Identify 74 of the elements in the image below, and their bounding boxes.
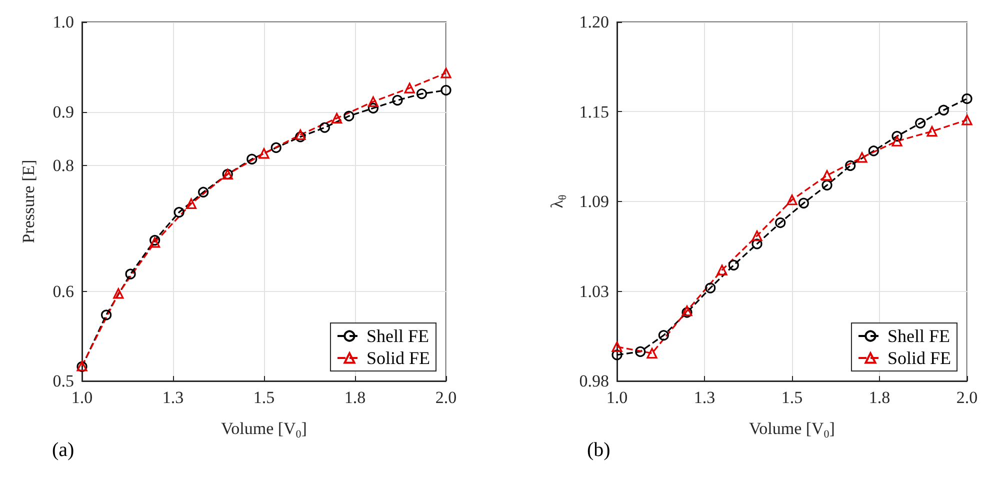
point [270, 142, 282, 153]
point [295, 129, 306, 140]
legend-label: Shell FE [887, 326, 950, 346]
legend-label: Solid FE [366, 348, 430, 368]
point [892, 136, 902, 146]
point [635, 346, 646, 357]
point [246, 154, 258, 164]
y-axis-title: Pressure [E] [19, 160, 38, 244]
point [440, 68, 452, 78]
y-tick-label: 1.20 [579, 12, 609, 32]
point [938, 104, 949, 116]
x-tick-label: 1.0 [71, 388, 93, 407]
point [113, 288, 124, 299]
x-tick-label: 1.5 [253, 388, 275, 407]
point [258, 148, 270, 159]
x-tick-label: 1.5 [781, 388, 803, 407]
point [612, 350, 622, 360]
point [822, 180, 832, 190]
y-tick-label: 0.6 [52, 282, 74, 301]
legend-label: Solid FE [887, 348, 952, 368]
point [174, 206, 184, 218]
point [752, 238, 762, 250]
point [705, 282, 716, 294]
x-tick-label: 1.3 [162, 388, 184, 407]
text: (a) [52, 439, 74, 461]
point [392, 94, 403, 106]
point [658, 330, 669, 341]
point [716, 264, 728, 276]
legend-label: Shell FE [366, 326, 429, 346]
point [868, 146, 879, 156]
y-tick-label: 1.0 [52, 12, 74, 32]
text: (b) [587, 439, 610, 461]
y-axis-title: λθ [547, 194, 569, 208]
point [368, 102, 378, 114]
point [962, 114, 972, 126]
point [295, 132, 306, 142]
point [100, 310, 112, 320]
y-tick-label: 0.8 [52, 156, 74, 176]
point [125, 268, 136, 280]
point [915, 118, 926, 128]
point [786, 194, 798, 206]
y-tick-label: 1.15 [579, 102, 609, 122]
point [775, 217, 786, 228]
point [856, 152, 868, 163]
point [798, 198, 809, 208]
y-tick-label: 1.03 [579, 282, 609, 301]
point [728, 260, 739, 270]
point [752, 230, 762, 242]
y-tick-label: 1.09 [579, 192, 609, 211]
y-tick-label: 0.98 [579, 372, 609, 390]
point [892, 130, 902, 142]
x-tick-label: 2.0 [956, 388, 978, 407]
point [612, 341, 622, 352]
point [440, 84, 452, 96]
point [198, 186, 209, 198]
point [822, 170, 832, 181]
point [319, 122, 330, 133]
point [368, 96, 378, 107]
point [332, 112, 342, 124]
x-tick-label: 1.8 [868, 388, 890, 407]
point [845, 160, 856, 171]
point [416, 88, 428, 100]
point [926, 126, 938, 137]
x-tick-label: 1.3 [694, 388, 716, 407]
y-tick-label: 0.5 [52, 372, 74, 390]
x-tick-label: 2.0 [435, 388, 457, 407]
point [186, 198, 196, 209]
x-tick-label: 1.8 [344, 388, 366, 407]
point [646, 348, 658, 359]
x-tick-label: 1.0 [606, 388, 628, 407]
point [962, 93, 972, 104]
y-tick-label: 0.9 [52, 102, 74, 122]
point [404, 82, 415, 94]
point [344, 110, 354, 122]
